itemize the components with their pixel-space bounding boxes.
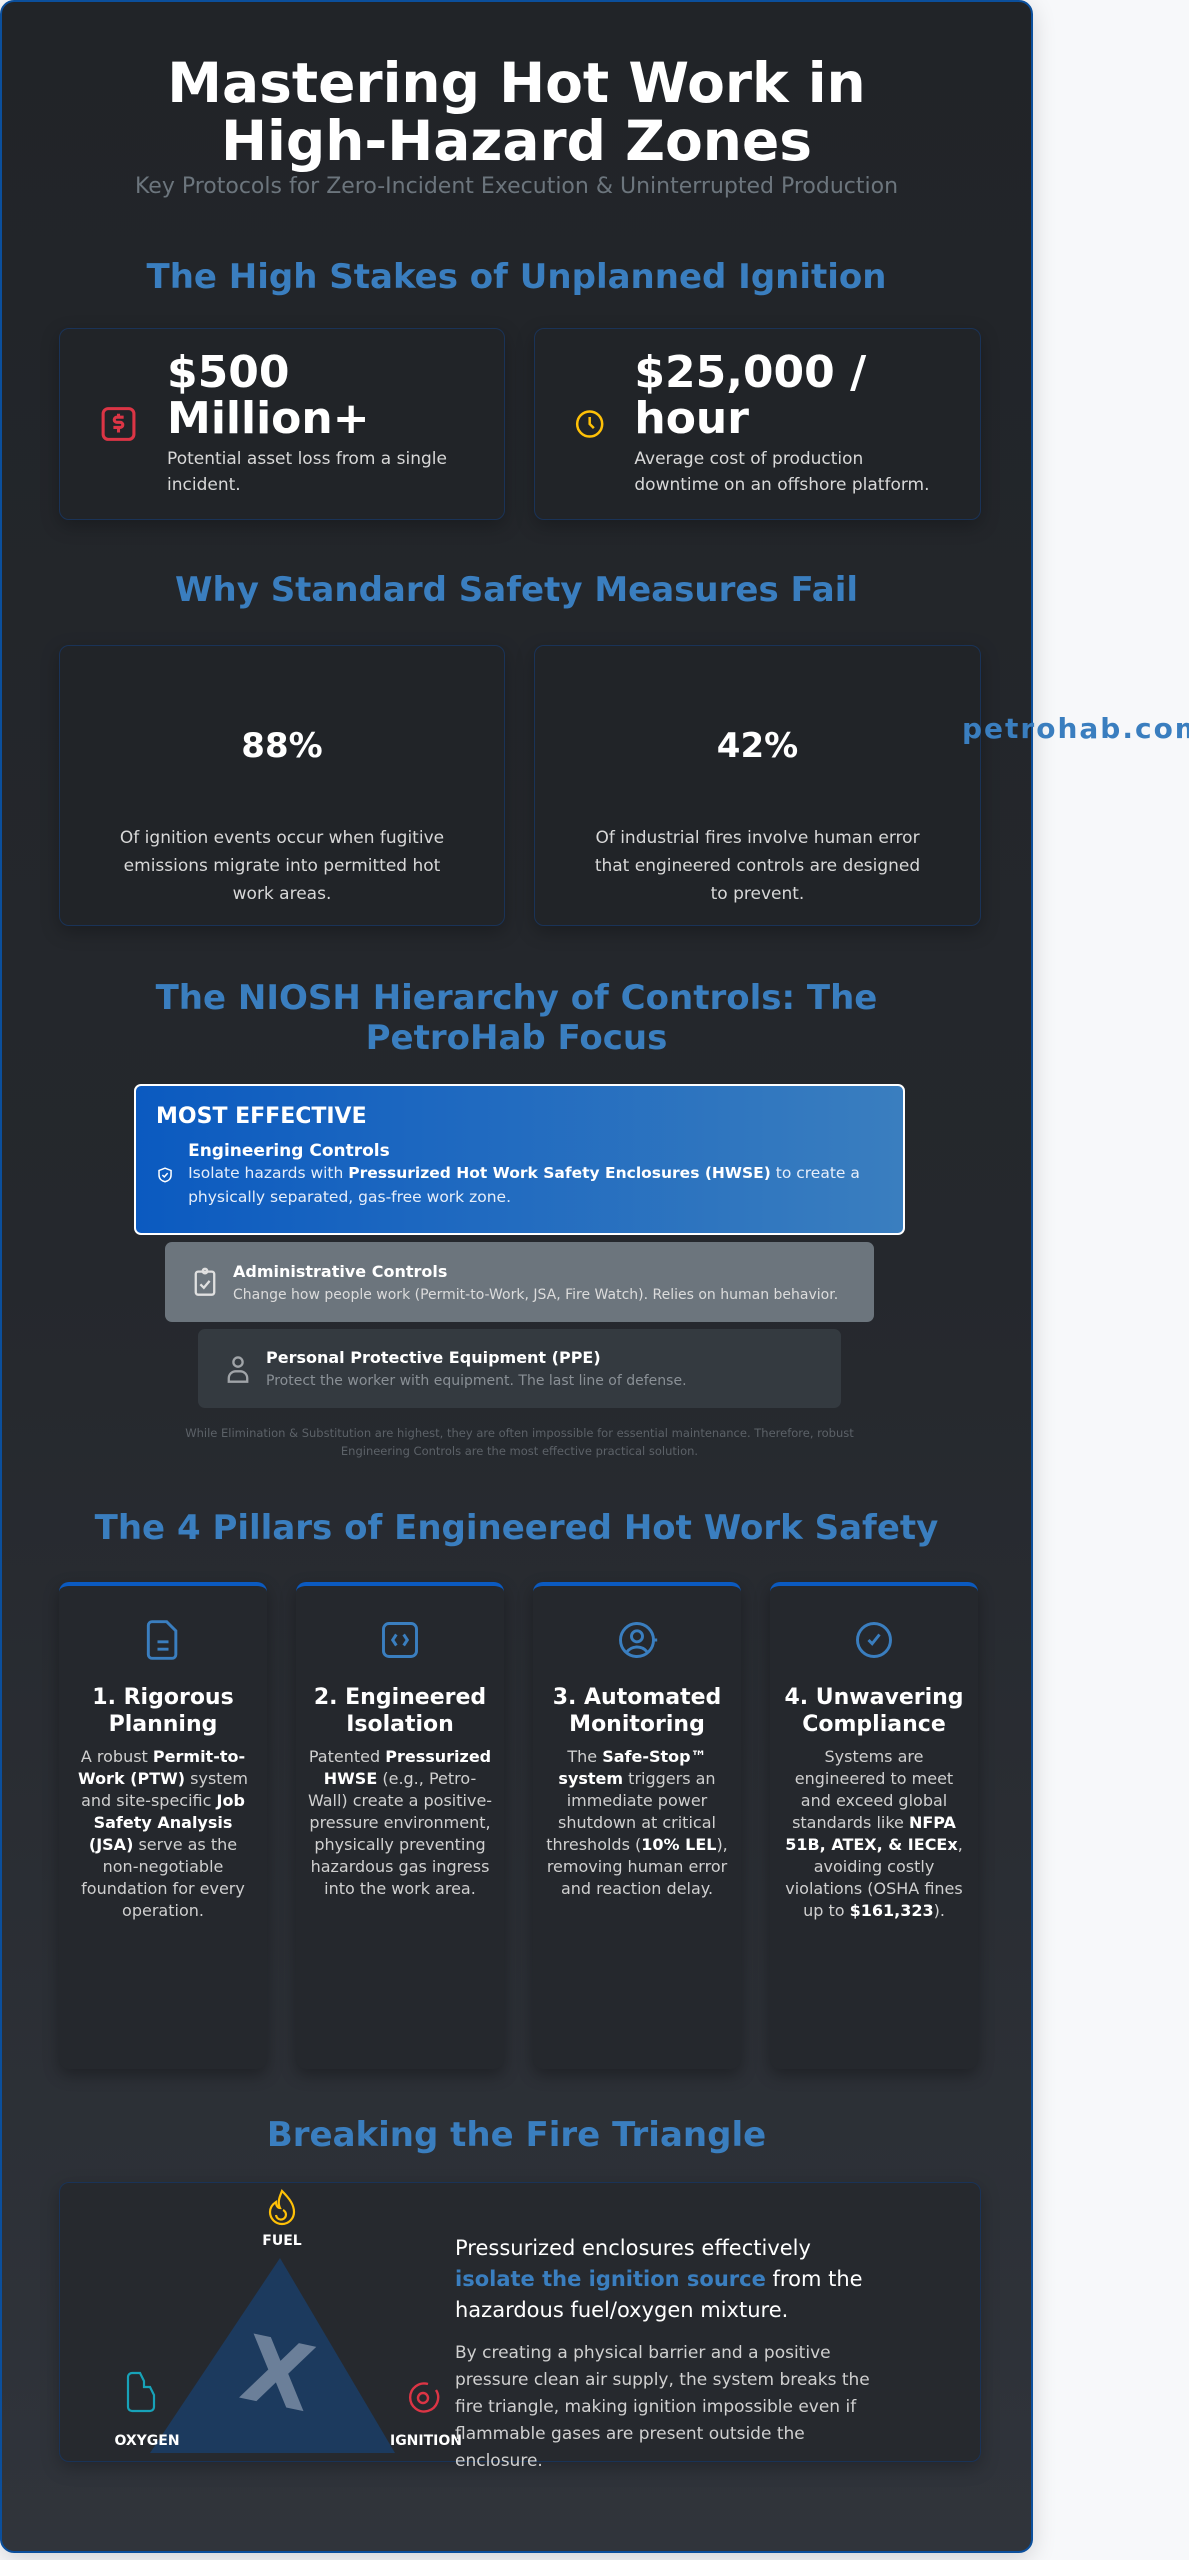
pillar-desc-part: ), removing human error and reaction del… xyxy=(546,1835,728,1898)
pillar-title: 3. Automated Monitoring xyxy=(552,1685,722,1737)
brand-watermark: petrohab.com xyxy=(962,712,1189,745)
section-heading-fail: Why Standard Safety Measures Fail xyxy=(174,570,859,610)
ignition-label: IGNITION xyxy=(390,2433,462,2449)
pillar-desc-part: Permit-to-Work (PTW) xyxy=(77,1747,246,1788)
page-subtitle: Key Protocols for Zero-Incident Executio… xyxy=(134,174,899,199)
tier-desc: Change how people work (Permit-to-Work, … xyxy=(233,1286,839,1303)
ignition-icon xyxy=(408,2382,440,2413)
pillar-desc: A robust Permit-to-Work (PTW) system and… xyxy=(69,1746,257,1922)
pillar-desc-part: (e.g., Petro-Wall) create a positive-pre… xyxy=(307,1769,493,1898)
pillar-title: 2. Engineered Isolation xyxy=(313,1685,487,1737)
stat-desc: Potential asset loss from a single incid… xyxy=(167,449,447,495)
stat-value: $25,000 / hour xyxy=(634,347,867,444)
oxygen-label: OXYGEN xyxy=(114,2433,179,2449)
pillar-desc-part: $161,323 xyxy=(849,1901,934,1920)
triangle-body: By creating a physical barrier and a pos… xyxy=(455,2343,870,2471)
fuel-label: FUEL xyxy=(262,2233,301,2249)
pillar-desc-part: The xyxy=(567,1747,603,1766)
stat-card-downtime: $25,000 / hour Average cost of production… xyxy=(534,328,981,520)
tier-administrative: Administrative Controls Change how people… xyxy=(165,1242,874,1322)
section-heading-pillars: The 4 Pillars of Engineered Hot Work Saf… xyxy=(94,1508,939,1548)
pillar-desc: The Safe-Stop™ system triggers an immedi… xyxy=(543,1746,731,1900)
stat-card-asset-loss: $500 Million+ Potential asset loss from a… xyxy=(59,328,505,520)
pillar-desc-part: Job Safety Analysis (JSA) xyxy=(88,1791,245,1854)
pillar-desc-part: Patented xyxy=(308,1747,386,1766)
lead-highlight: isolate the ignition source xyxy=(455,2267,766,2291)
flame-icon xyxy=(268,2189,296,2226)
pillar-card: 4. Unwavering Compliance Systems are engi… xyxy=(770,1582,978,2069)
pillar-desc-part: triggers an immediate power shutdown at … xyxy=(546,1769,716,1854)
pillar-desc-part: 10% LEL xyxy=(641,1835,717,1854)
fail-desc: Of ignition events occur when fugitive e… xyxy=(119,828,445,904)
check-circle-icon xyxy=(856,1622,892,1658)
clock-icon xyxy=(575,410,604,438)
tier-engineering: MOST EFFECTIVE Engineering Controls Isol… xyxy=(134,1084,905,1235)
lead-text: Pressurized enclosures effectively xyxy=(455,2236,811,2260)
pillar-desc: Patented Pressurized HWSE (e.g., Petro-W… xyxy=(306,1746,494,1900)
pillar-desc-part: ). xyxy=(933,1901,945,1920)
pillar-card: 2. Engineered Isolation Patented Pressuri… xyxy=(296,1582,504,2069)
dollar-icon xyxy=(101,407,136,441)
stat-value: $500 Million+ xyxy=(167,347,370,444)
fail-value: 42% xyxy=(716,726,799,766)
pillar-desc-part: Pressurized HWSE xyxy=(323,1747,492,1788)
pillar-desc-part: serve as the non-negotiable foundation f… xyxy=(81,1835,245,1920)
tier-title: Personal Protective Equipment (PPE) xyxy=(266,1348,601,1367)
user-monitor-icon xyxy=(619,1622,658,1658)
fire-triangle-panel: X FUEL OXYGEN IGNITION Pressurized enclo… xyxy=(59,2182,981,2471)
lead-text: from the hazardous fuel/oxygen mixture. xyxy=(455,2267,863,2322)
tier-ppe: Personal Protective Equipment (PPE) Prote… xyxy=(198,1329,841,1408)
stat-desc: Average cost of production downtime on a… xyxy=(634,449,930,495)
pillar-card: 1. Rigorous Planning A robust Permit-to-W… xyxy=(59,1582,267,2069)
fail-desc: Of industrial fires involve human error … xyxy=(594,828,921,904)
shield-check-icon xyxy=(158,1167,172,1183)
pillar-card: 3. Automated Monitoring The Safe-Stop™ sy… xyxy=(533,1582,741,2069)
page-title: Mastering Hot Work in High-Hazard Zones xyxy=(167,51,866,173)
most-effective-label: MOST EFFECTIVE xyxy=(156,1104,367,1129)
fail-card-88: 88% Of ignition events occur when fugiti… xyxy=(59,645,505,926)
fail-value: 88% xyxy=(241,726,323,766)
fail-card-42: 42% Of industrial fires involve human er… xyxy=(534,645,981,926)
fire-triangle-diagram: X FUEL OXYGEN IGNITION xyxy=(114,2189,462,2453)
pillar-title: 4. Unwavering Compliance xyxy=(784,1685,964,1737)
section-heading-stakes: The High Stakes of Unplanned Ignition xyxy=(146,257,887,297)
person-icon xyxy=(227,1355,249,1383)
code-box-icon xyxy=(382,1622,418,1658)
tier-title: Administrative Controls xyxy=(233,1261,448,1281)
oxygen-tank-icon xyxy=(126,2371,156,2413)
pillar-desc-part: Systems are engineered to meet and excee… xyxy=(792,1747,954,1832)
tier-desc: to create a physically separated, gas-fr… xyxy=(188,1164,860,1206)
triangle-shape xyxy=(150,2258,395,2453)
tier-desc: Isolate hazards with xyxy=(188,1164,349,1182)
document-icon xyxy=(146,1620,178,1660)
pillar-desc-part: Safe-Stop™ system xyxy=(558,1747,707,1788)
pillar-desc: Systems are engineered to meet and excee… xyxy=(780,1746,968,1922)
section-heading-hierarchy: The NIOSH Hierarchy of Controls: The Pet… xyxy=(155,978,878,1058)
triangle-lead: Pressurized enclosures effectively isola… xyxy=(455,2233,885,2326)
clipboard-check-icon xyxy=(194,1267,216,1296)
hierarchy-note: While Elimination & Substitution are hig… xyxy=(185,1426,854,1458)
pillar-desc-part: system and site-specific xyxy=(81,1769,249,1810)
pillar-desc-part: NFPA 51B, ATEX, & IECEx xyxy=(785,1813,958,1854)
tier-desc-bold: Pressurized Hot Work Safety Enclosures (… xyxy=(348,1164,771,1182)
pillar-desc-part: , avoiding costly violations (OSHA fines… xyxy=(785,1835,963,1920)
pillar-title: 1. Rigorous Planning xyxy=(92,1685,234,1737)
tier-title: Engineering Controls xyxy=(188,1141,390,1161)
pillar-desc-part: A robust xyxy=(80,1747,153,1766)
section-heading-triangle: Breaking the Fire Triangle xyxy=(266,2115,767,2155)
tier-desc: Protect the worker with equipment. The l… xyxy=(266,1373,687,1389)
infographic-card: Mastering Hot Work in High-Hazard Zones … xyxy=(0,0,1033,2553)
